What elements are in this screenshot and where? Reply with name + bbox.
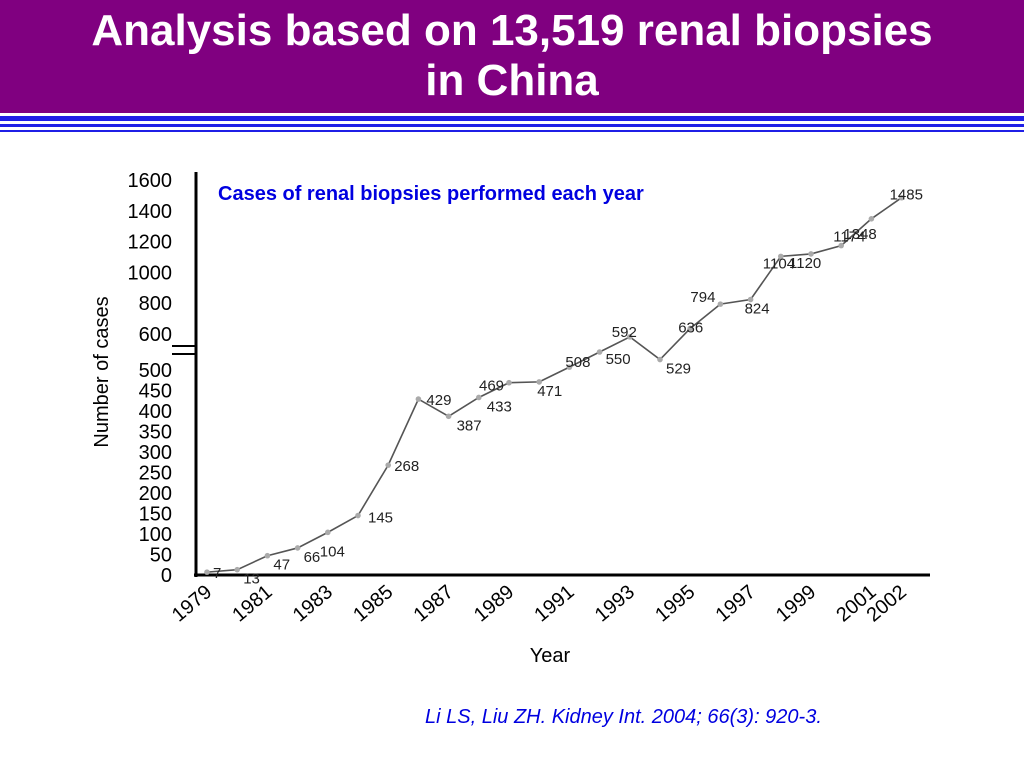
chart-title: Cases of renal biopsies performed each y… (218, 183, 644, 205)
data-point (204, 569, 210, 575)
y-tick-label: 100 (139, 524, 172, 546)
y-tick-label: 1200 (128, 232, 173, 254)
slide-title: Analysis based on 13,519 renal biopsies … (0, 6, 1024, 106)
data-label: 794 (690, 289, 715, 306)
data-label: 104 (320, 543, 345, 560)
y-tick-label: 500 (139, 360, 172, 382)
y-axis-label: Number of cases (91, 296, 113, 447)
data-point (476, 394, 482, 401)
data-label: 429 (426, 392, 451, 409)
y-tick-label: 1400 (128, 201, 173, 223)
x-axis-label: Year (530, 645, 571, 667)
data-label: 1104 (763, 255, 795, 272)
data-label: 13 (243, 571, 260, 588)
data-point (747, 296, 754, 303)
data-label: 66 (304, 549, 321, 566)
data-label: 550 (606, 351, 631, 368)
data-point (355, 512, 361, 519)
data-label: 636 (678, 319, 703, 336)
data-label: 1174 (833, 229, 865, 246)
slide-title-line-2: in China (425, 56, 599, 105)
x-tick-label: 1999 (772, 581, 820, 626)
y-tick-label: 150 (139, 504, 172, 526)
data-label: 469 (479, 378, 504, 395)
data-point (506, 379, 512, 386)
data-label: 1348 (843, 226, 876, 243)
x-tick-label: 1989 (470, 581, 518, 626)
data-point (264, 552, 271, 559)
data-point (808, 251, 814, 257)
data-point (294, 545, 301, 551)
data-point (415, 396, 422, 402)
data-point (566, 364, 573, 370)
y-tick-label: 1000 (128, 262, 173, 284)
data-label: 529 (666, 361, 691, 378)
data-label: 508 (565, 354, 590, 371)
y-tick-label: 50 (150, 545, 172, 567)
data-point (385, 462, 392, 468)
title-rule-thin (0, 130, 1024, 132)
data-point (898, 194, 905, 201)
x-tick-label: 1985 (349, 581, 397, 626)
data-point (536, 379, 542, 385)
y-tick-label: 800 (139, 293, 172, 315)
x-tick-label: 1987 (410, 581, 458, 626)
data-label: 145 (368, 510, 393, 527)
y-tick-label: 450 (139, 381, 172, 403)
data-label: 47 (273, 557, 290, 574)
y-tick-label: 1600 (128, 170, 173, 192)
data-point (325, 529, 331, 536)
x-tick-label: 1981 (228, 581, 276, 626)
data-point (657, 356, 663, 363)
y-tick-label: 250 (139, 463, 172, 485)
citation: Li LS, Liu ZH. Kidney Int. 2004; 66(3): … (425, 706, 822, 728)
data-point (445, 413, 452, 420)
title-rule-thick (0, 116, 1024, 121)
y-tick-label: 0 (161, 565, 172, 587)
series-line (206, 197, 903, 573)
data-point (838, 242, 844, 249)
y-tick-label: 350 (139, 422, 172, 444)
data-point (234, 566, 240, 573)
y-tick-label: 400 (139, 401, 172, 423)
data-point (717, 301, 724, 307)
x-tick-label: 1979 (168, 581, 216, 626)
data-label: 471 (537, 383, 562, 400)
x-tick-label: 1993 (591, 581, 639, 626)
data-label: 433 (487, 398, 512, 415)
data-label: 592 (612, 324, 637, 341)
y-tick-label: 600 (139, 324, 172, 346)
x-tick-label: 1995 (651, 581, 699, 626)
data-label: 824 (745, 301, 770, 318)
y-tick-label: 300 (139, 442, 172, 464)
x-tick-label: 1991 (530, 581, 578, 626)
data-point (687, 325, 693, 332)
title-bar: Analysis based on 13,519 renal biopsies … (0, 0, 1024, 113)
data-label: 7 (213, 565, 221, 582)
x-tick-label: 1997 (712, 581, 760, 626)
data-label: 387 (457, 417, 482, 434)
data-point (596, 349, 603, 355)
data-point (868, 216, 875, 222)
data-label: 1485 (890, 187, 923, 204)
data-label: 1120 (789, 255, 821, 272)
x-tick-label: 1983 (289, 581, 337, 626)
title-rule-medium (0, 124, 1024, 127)
y-tick-label: 200 (139, 483, 172, 505)
slide-title-line-1: Analysis based on 13,519 renal biopsies (91, 6, 933, 55)
data-label: 268 (394, 458, 419, 475)
data-point (778, 253, 784, 260)
data-point (627, 334, 633, 340)
